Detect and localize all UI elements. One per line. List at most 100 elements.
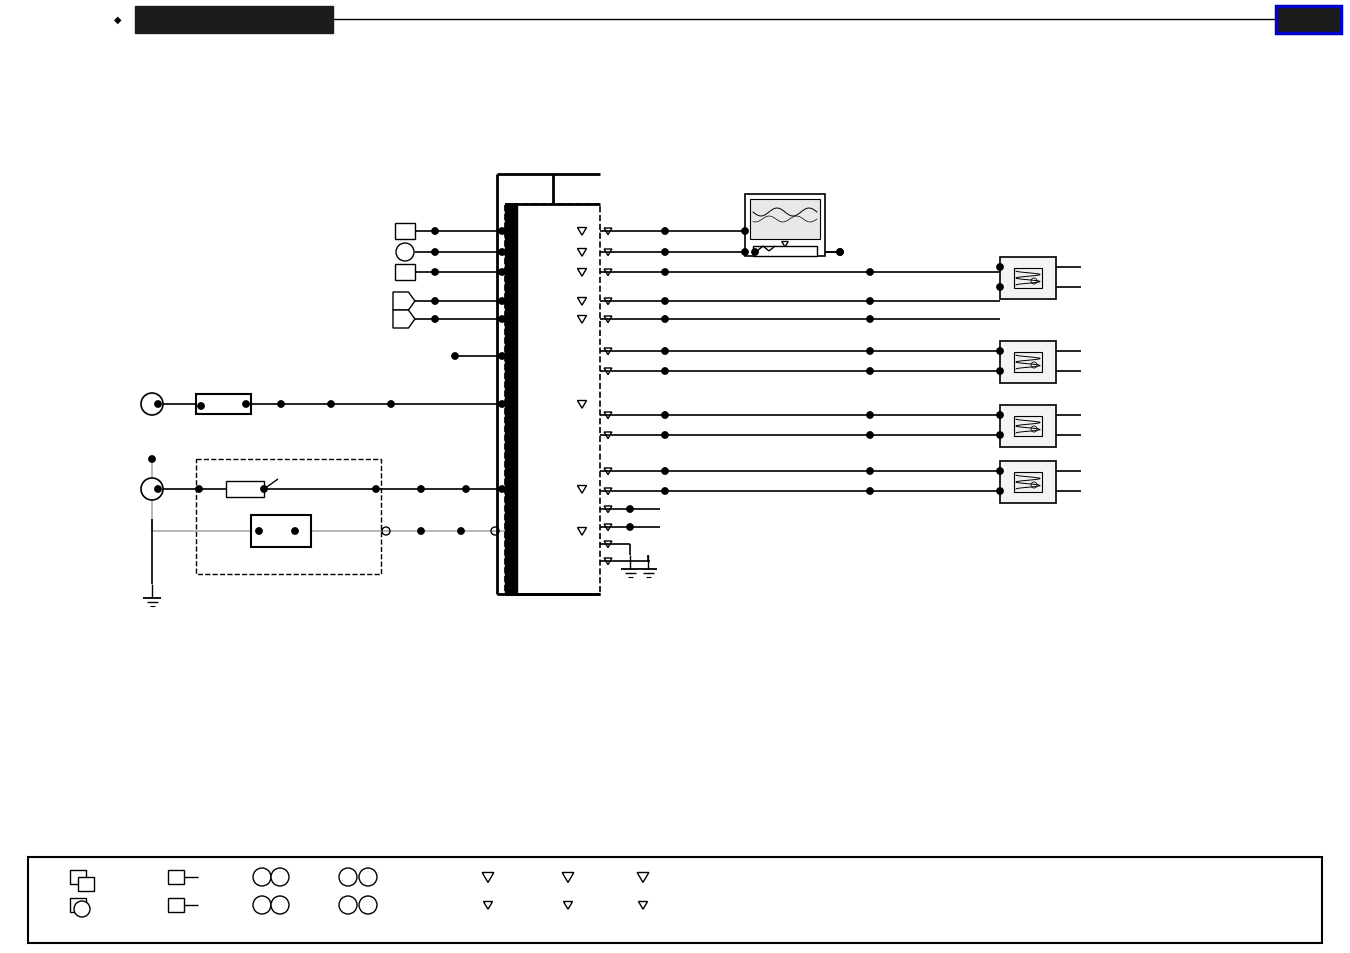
Circle shape (271, 896, 289, 914)
Circle shape (867, 468, 873, 475)
Circle shape (252, 896, 271, 914)
Circle shape (432, 298, 439, 305)
Bar (396, 265, 414, 281)
Circle shape (387, 401, 394, 408)
Circle shape (74, 901, 90, 917)
Circle shape (154, 486, 162, 493)
Text: ◆: ◆ (115, 15, 122, 25)
Bar (28, 857, 1322, 943)
Circle shape (662, 316, 668, 323)
Bar (1000, 461, 1056, 503)
Circle shape (867, 488, 873, 495)
Circle shape (662, 432, 668, 439)
Bar (1000, 341, 1056, 384)
Circle shape (996, 368, 1003, 375)
Circle shape (373, 486, 379, 493)
Circle shape (463, 486, 470, 493)
Circle shape (417, 528, 424, 535)
Circle shape (741, 229, 748, 235)
Circle shape (432, 316, 439, 323)
Circle shape (458, 528, 464, 535)
Bar (196, 395, 251, 415)
Circle shape (432, 269, 439, 276)
Circle shape (662, 250, 668, 256)
Bar (745, 194, 825, 256)
Circle shape (292, 528, 298, 535)
Circle shape (837, 250, 844, 256)
Circle shape (498, 229, 505, 235)
Circle shape (662, 298, 668, 305)
Bar (70, 898, 86, 912)
Circle shape (498, 250, 505, 256)
Bar (70, 870, 86, 884)
Bar (135, 7, 333, 34)
Circle shape (271, 868, 289, 886)
Circle shape (662, 412, 668, 419)
Circle shape (741, 250, 748, 256)
Polygon shape (393, 311, 414, 329)
Circle shape (662, 488, 668, 495)
Bar (167, 898, 184, 912)
Circle shape (359, 868, 377, 886)
Circle shape (339, 896, 356, 914)
Circle shape (432, 229, 439, 235)
Bar (1014, 269, 1042, 289)
Circle shape (662, 269, 668, 276)
Circle shape (328, 401, 335, 408)
Bar (1000, 257, 1056, 299)
Circle shape (359, 896, 377, 914)
Circle shape (451, 354, 459, 360)
Circle shape (498, 298, 505, 305)
Bar (251, 516, 310, 547)
Bar (78, 877, 94, 891)
Bar (1276, 7, 1341, 34)
Circle shape (498, 486, 505, 493)
Circle shape (867, 368, 873, 375)
Circle shape (255, 528, 262, 535)
Circle shape (996, 488, 1003, 495)
Circle shape (996, 412, 1003, 419)
Circle shape (197, 403, 204, 410)
Circle shape (252, 868, 271, 886)
Bar (1014, 473, 1042, 493)
Bar (396, 224, 414, 240)
Circle shape (498, 401, 505, 408)
Circle shape (867, 348, 873, 355)
Circle shape (339, 868, 356, 886)
Circle shape (996, 264, 1003, 272)
Circle shape (626, 506, 633, 513)
Circle shape (498, 316, 505, 323)
Bar (1000, 406, 1056, 448)
Circle shape (417, 486, 424, 493)
Circle shape (867, 412, 873, 419)
Circle shape (261, 486, 267, 493)
Circle shape (662, 348, 668, 355)
Bar (505, 205, 517, 595)
Bar (196, 459, 381, 575)
Circle shape (996, 348, 1003, 355)
Circle shape (996, 468, 1003, 475)
Circle shape (498, 269, 505, 276)
Circle shape (837, 250, 844, 256)
Bar (167, 870, 184, 884)
Circle shape (996, 284, 1003, 292)
Circle shape (154, 401, 162, 408)
Bar (1014, 353, 1042, 373)
Bar (753, 247, 817, 256)
Circle shape (662, 229, 668, 235)
Circle shape (196, 486, 202, 493)
Circle shape (867, 298, 873, 305)
Circle shape (148, 456, 155, 463)
Circle shape (396, 244, 414, 262)
Bar (225, 481, 265, 497)
Polygon shape (393, 293, 414, 311)
Circle shape (867, 269, 873, 276)
Circle shape (996, 432, 1003, 439)
Circle shape (140, 478, 163, 500)
Circle shape (662, 468, 668, 475)
Circle shape (278, 401, 285, 408)
Circle shape (498, 354, 505, 360)
Circle shape (867, 432, 873, 439)
Bar (751, 200, 819, 240)
Circle shape (243, 401, 250, 408)
